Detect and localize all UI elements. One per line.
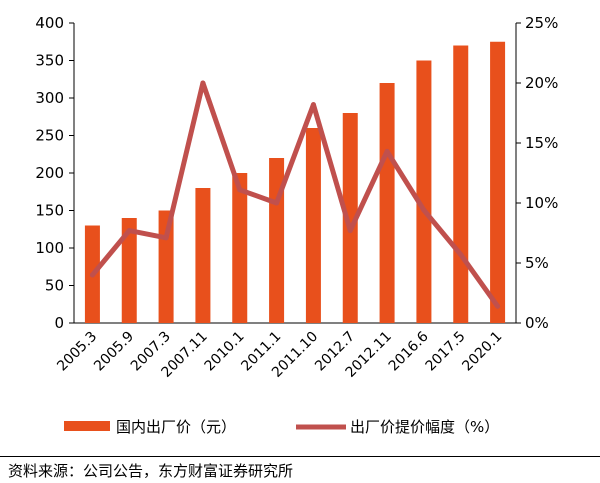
bar	[416, 60, 432, 323]
y-left-tick-label: 250	[35, 127, 64, 145]
y-left-tick-label: 200	[35, 164, 64, 182]
x-tick-label: 2020.1	[459, 329, 505, 375]
line-point	[310, 102, 316, 108]
y-right-tick-label: 5%	[525, 254, 549, 272]
x-tick-label: 2016.6	[386, 328, 432, 374]
legend-label-line: 出厂价提价幅度（%）	[350, 418, 499, 436]
line-point	[237, 187, 243, 193]
y-left-tick-label: 100	[35, 239, 64, 257]
line-point	[126, 228, 132, 234]
line-point	[163, 235, 169, 241]
line-point	[458, 252, 464, 258]
line-path	[89, 80, 501, 309]
line-point	[89, 272, 95, 278]
legend: 国内出厂价（元） 出厂价提价幅度（%）	[64, 418, 499, 436]
y-left-axis: 0 50 100 150 200 250 300 350 400	[35, 14, 75, 332]
x-tick-label: 2017.5	[423, 329, 469, 375]
y-left-tick-label: 150	[35, 202, 64, 220]
bar	[195, 188, 211, 323]
y-right-tick-label: 15%	[525, 134, 558, 152]
x-axis: 2005.32005.92007.32007.112010.12011.1201…	[54, 322, 516, 381]
source-divider	[0, 456, 600, 457]
y-left-tick-label: 50	[45, 277, 64, 295]
line-point	[495, 303, 501, 309]
bar	[121, 218, 137, 323]
bar	[232, 173, 248, 323]
y-right-tick-label: 25%	[525, 14, 558, 32]
line-point	[200, 80, 206, 86]
y-right-tick-label: 20%	[525, 74, 558, 92]
bar	[305, 128, 321, 323]
y-left-tick-label: 400	[35, 14, 64, 32]
source-note: 资料来源：公司公告，东方财富证券研究所	[8, 462, 294, 480]
bar	[453, 45, 469, 323]
y-left-tick-label: 300	[35, 89, 64, 107]
x-tick-label: 2010.1	[202, 329, 248, 375]
legend-label-bar: 国内出厂价（元）	[116, 418, 236, 436]
y-right-tick-label: 0%	[525, 314, 549, 332]
line-series	[89, 80, 501, 309]
chart: 0 50 100 150 200 250 300 350 400 0% 5% 10% 15% 20% 25…	[35, 14, 558, 436]
legend-swatch-bar	[64, 421, 110, 431]
bar-series	[84, 41, 506, 323]
line-point	[274, 200, 280, 206]
bar	[379, 83, 395, 323]
y-left-tick-label: 350	[35, 52, 64, 70]
bar	[342, 113, 358, 323]
x-tick-label: 2005.3	[54, 329, 100, 375]
bar	[490, 41, 506, 323]
y-left-tick-label: 0	[54, 314, 64, 332]
x-tick-label: 2005.9	[91, 329, 137, 375]
line-point	[347, 228, 353, 234]
line-point	[384, 148, 390, 154]
y-right-axis: 0% 5% 10% 15% 20% 25%	[515, 14, 558, 332]
line-point	[421, 207, 427, 213]
y-right-tick-label: 10%	[525, 194, 558, 212]
